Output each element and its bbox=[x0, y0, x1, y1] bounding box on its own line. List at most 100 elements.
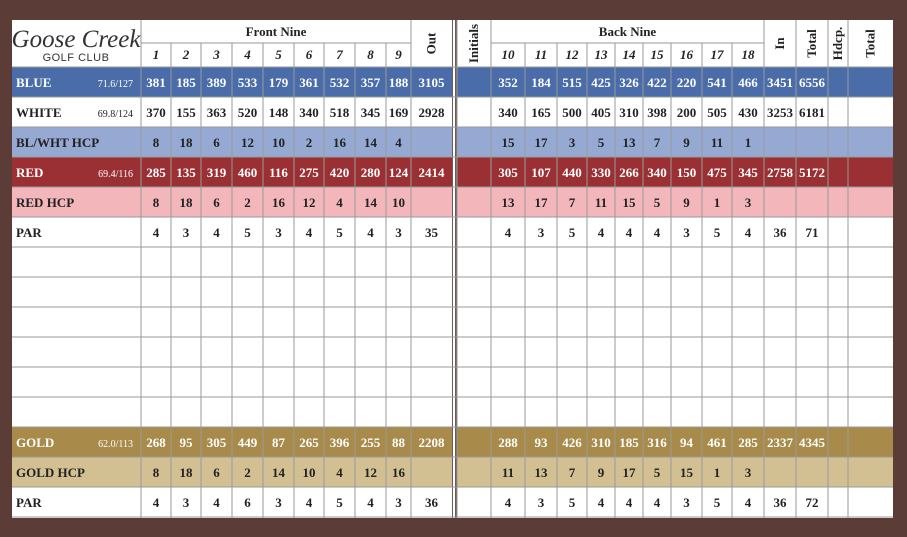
course-rating: 62.0/113 bbox=[98, 439, 133, 450]
score-cell: 185 bbox=[619, 435, 639, 450]
score-cell: 449 bbox=[238, 435, 258, 450]
in-total: 3253 bbox=[767, 105, 794, 120]
score-cell: 3 bbox=[538, 495, 545, 510]
score-cell: 3 bbox=[683, 495, 690, 510]
grand-total: 5172 bbox=[799, 165, 825, 180]
score-cell: 88 bbox=[392, 435, 406, 450]
score-cell: 305 bbox=[207, 435, 227, 450]
hole-number: 12 bbox=[566, 47, 580, 62]
hole-number: 16 bbox=[680, 47, 694, 62]
tee-label: GOLD HCP bbox=[16, 465, 85, 480]
tee-label: PAR bbox=[16, 225, 42, 240]
tee-label: PAR bbox=[16, 495, 42, 510]
score-cell: 4 bbox=[626, 495, 633, 510]
score-cell: 3 bbox=[538, 225, 545, 240]
score-cell: 8 bbox=[153, 135, 160, 150]
score-cell: 220 bbox=[677, 75, 697, 90]
score-cell: 340 bbox=[647, 165, 667, 180]
score-cell: 95 bbox=[180, 435, 194, 450]
score-cell: 461 bbox=[707, 435, 727, 450]
score-cell: 4 bbox=[153, 495, 160, 510]
score-cell: 6 bbox=[213, 135, 220, 150]
score-cell: 16 bbox=[392, 465, 406, 480]
score-cell: 14 bbox=[272, 465, 286, 480]
scorecard: Goose Creek GOLF CLUB Front Nine Back Nine 1… bbox=[12, 20, 893, 518]
score-cell: 266 bbox=[619, 165, 639, 180]
net-total-header: Total bbox=[863, 29, 878, 58]
score-cell: 17 bbox=[535, 195, 549, 210]
score-cell: 345 bbox=[738, 165, 758, 180]
score-cell: 5 bbox=[569, 225, 576, 240]
score-cell: 94 bbox=[680, 435, 694, 450]
hole-number: 14 bbox=[623, 47, 637, 62]
hole-number: 13 bbox=[595, 47, 609, 62]
score-cell: 7 bbox=[654, 135, 661, 150]
score-cell: 4 bbox=[505, 225, 512, 240]
score-cell: 13 bbox=[502, 195, 516, 210]
score-cell: 532 bbox=[330, 75, 350, 90]
hole-number: 8 bbox=[367, 47, 374, 62]
score-cell: 15 bbox=[502, 135, 516, 150]
score-cell: 1 bbox=[714, 465, 721, 480]
in-total: 2758 bbox=[767, 165, 794, 180]
hole-number: 7 bbox=[336, 47, 343, 62]
score-cell: 405 bbox=[591, 105, 611, 120]
score-cell: 14 bbox=[364, 135, 378, 150]
score-cell: 533 bbox=[238, 75, 258, 90]
score-cell: 10 bbox=[272, 135, 285, 150]
score-cell: 4 bbox=[598, 225, 605, 240]
score-cell: 340 bbox=[498, 105, 518, 120]
score-cell: 4 bbox=[654, 495, 661, 510]
score-cell: 505 bbox=[707, 105, 727, 120]
score-cell: 11 bbox=[502, 465, 514, 480]
score-cell: 396 bbox=[330, 435, 350, 450]
score-cell: 11 bbox=[711, 135, 723, 150]
score-cell: 15 bbox=[680, 465, 694, 480]
score-cell: 357 bbox=[361, 75, 381, 90]
out-total: 2414 bbox=[419, 165, 446, 180]
tee-label: WHITE bbox=[16, 105, 62, 120]
hole-number: 9 bbox=[395, 47, 402, 62]
score-cell: 13 bbox=[623, 135, 637, 150]
score-cell: 5 bbox=[654, 195, 661, 210]
score-cell: 352 bbox=[498, 75, 518, 90]
score-cell: 319 bbox=[207, 165, 227, 180]
hole-number: 10 bbox=[502, 47, 516, 62]
score-cell: 310 bbox=[591, 435, 611, 450]
score-cell: 14 bbox=[364, 195, 378, 210]
score-cell: 185 bbox=[176, 75, 196, 90]
score-cell: 10 bbox=[303, 465, 316, 480]
hole-number: 18 bbox=[742, 47, 756, 62]
out-total: 35 bbox=[425, 225, 439, 240]
score-cell: 17 bbox=[535, 135, 549, 150]
out-header: Out bbox=[424, 32, 439, 54]
tee-label: RED HCP bbox=[16, 195, 74, 210]
score-cell: 12 bbox=[241, 135, 254, 150]
score-cell: 316 bbox=[647, 435, 667, 450]
grand-total: 72 bbox=[806, 495, 819, 510]
score-cell: 326 bbox=[619, 75, 639, 90]
course-rating: 69.4/116 bbox=[98, 169, 133, 180]
score-cell: 107 bbox=[531, 165, 551, 180]
course-rating: 69.8/124 bbox=[98, 109, 133, 120]
hole-number: 4 bbox=[243, 47, 251, 62]
score-cell: 12 bbox=[364, 465, 377, 480]
score-cell: 4 bbox=[395, 135, 402, 150]
score-cell: 541 bbox=[707, 75, 727, 90]
score-cell: 515 bbox=[562, 75, 582, 90]
score-cell: 422 bbox=[647, 75, 667, 90]
score-cell: 330 bbox=[591, 165, 611, 180]
score-cell: 200 bbox=[677, 105, 697, 120]
score-cell: 9 bbox=[683, 195, 690, 210]
score-cell: 7 bbox=[569, 195, 576, 210]
score-cell: 500 bbox=[562, 105, 582, 120]
front-nine-heading: Front Nine bbox=[246, 24, 307, 39]
score-cell: 4 bbox=[306, 225, 313, 240]
score-cell: 3 bbox=[569, 135, 576, 150]
score-cell: 184 bbox=[531, 75, 551, 90]
initials-header: Initials bbox=[466, 24, 481, 63]
score-cell: 398 bbox=[647, 105, 667, 120]
score-cell: 12 bbox=[303, 195, 316, 210]
out-total: 36 bbox=[425, 495, 439, 510]
